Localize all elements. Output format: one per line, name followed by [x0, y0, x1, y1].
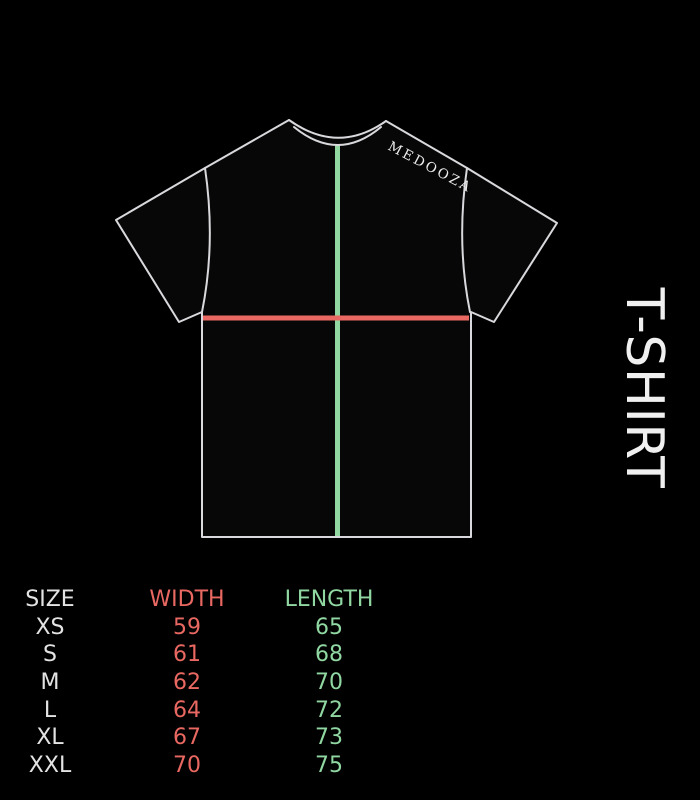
width-value: 67 — [173, 725, 201, 751]
length-value: 73 — [315, 725, 343, 751]
length-value: 65 — [315, 614, 343, 640]
size-label: M — [40, 670, 60, 696]
size-table-header-length: LENGTH — [284, 587, 374, 612]
collar-inner-curve — [293, 126, 382, 146]
width-value: 70 — [173, 753, 201, 779]
length-value: 68 — [315, 642, 343, 668]
length-value: 75 — [315, 753, 343, 779]
size-label: XXL — [28, 753, 72, 779]
length-value: 70 — [315, 670, 343, 696]
size-table-header-width: WIDTH — [149, 587, 225, 612]
size-label: XL — [36, 725, 64, 751]
collar-outer-curve — [288, 119, 387, 139]
size-label: S — [43, 642, 57, 668]
right-armhole-seam — [461, 167, 471, 313]
size-table-header-size: SIZE — [25, 587, 75, 612]
product-type-label: T-SHIRT — [614, 287, 674, 489]
width-value: 59 — [173, 614, 201, 640]
width-value: 61 — [173, 642, 201, 668]
left-armhole-seam — [201, 167, 211, 313]
length-value: 72 — [315, 697, 343, 723]
tshirt-body-and-sleeves-outline — [115, 119, 558, 538]
width-value: 62 — [173, 670, 201, 696]
tshirt-outline — [115, 119, 558, 538]
size-label: L — [43, 697, 57, 723]
size-label: XS — [35, 614, 65, 640]
size-table: SIZE WIDTH LENGTH XS 59 65 S 61 68 M 62 … — [0, 586, 384, 780]
width-value: 64 — [173, 697, 201, 723]
